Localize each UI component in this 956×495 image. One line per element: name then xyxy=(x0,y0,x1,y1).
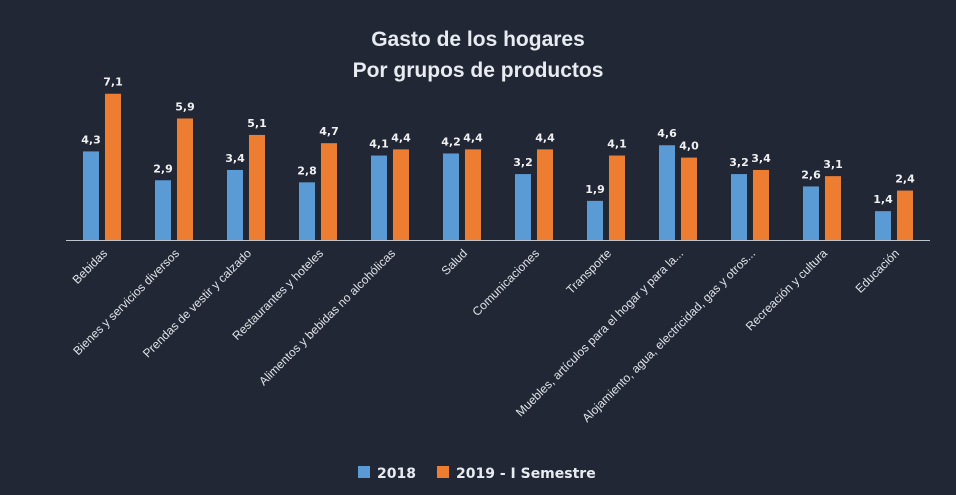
bar-2019-10 xyxy=(825,176,841,240)
category-label-4: Alimentos y bebidas no alcohólicas xyxy=(256,246,398,388)
data-label-2019-11: 2,4 xyxy=(895,173,915,186)
category-label-0: Bebidas xyxy=(70,246,111,287)
data-label-2019-2: 5,1 xyxy=(247,117,267,130)
data-label-2019-1: 5,9 xyxy=(175,100,195,113)
data-label-2018-3: 2,8 xyxy=(297,164,317,177)
bar-2018-7 xyxy=(587,200,603,240)
data-label-2018-4: 4,1 xyxy=(369,138,389,151)
bar-2018-4 xyxy=(371,155,387,240)
bar-2019-9 xyxy=(753,169,769,240)
bar-2018-1 xyxy=(155,180,171,240)
bar-2019-6 xyxy=(537,149,553,240)
data-label-2019-5: 4,4 xyxy=(463,131,483,144)
category-label-5: Salud xyxy=(439,246,471,278)
category-label-8: Muebles, artículos para el hogar y para … xyxy=(513,246,686,419)
bar-2019-1 xyxy=(177,118,193,240)
data-label-2019-7: 4,1 xyxy=(607,138,627,151)
bar-2018-3 xyxy=(299,182,315,240)
bar-2018-10 xyxy=(803,186,819,240)
chart-subtitle: Por grupos de productos xyxy=(353,59,604,82)
data-label-2018-5: 4,2 xyxy=(441,135,461,148)
bar-2019-0 xyxy=(105,93,121,241)
bar-2019-8 xyxy=(681,157,697,240)
data-label-2018-11: 1,4 xyxy=(873,193,893,206)
bar-2019-5 xyxy=(465,149,481,240)
bar-2018-9 xyxy=(731,174,747,240)
data-label-2018-6: 3,2 xyxy=(513,156,533,169)
data-label-2019-4: 4,4 xyxy=(391,131,411,144)
bar-2019-11 xyxy=(897,190,913,240)
data-label-2019-8: 4,0 xyxy=(679,140,699,153)
legend-label-2019: 2019 - I Semestre xyxy=(456,466,596,482)
data-label-2019-3: 4,7 xyxy=(319,125,339,138)
bars-layer: 4,37,12,95,93,45,12,84,74,1 4,4 4,2 4,43,24… xyxy=(81,76,915,241)
legend-label-2018: 2018 xyxy=(377,466,416,482)
category-label-10: Recreación y cultura xyxy=(743,246,830,333)
chart-title: Gasto de los hogares xyxy=(371,28,585,51)
bar-2019-3 xyxy=(321,143,337,240)
bar-2019-2 xyxy=(249,134,265,240)
bar-2018-8 xyxy=(659,145,675,240)
bar-2019-7 xyxy=(609,155,625,240)
data-label-2018-9: 3,2 xyxy=(729,156,749,169)
bar-2018-2 xyxy=(227,169,243,240)
legend-swatch-2018 xyxy=(358,466,370,478)
data-label-2019-10: 3,1 xyxy=(823,158,843,171)
category-label-6: Comunicaciones xyxy=(469,246,542,319)
bar-2018-6 xyxy=(515,174,531,240)
data-label-2019-6: 4,4 xyxy=(535,131,555,144)
data-label-2019-0: 7,1 xyxy=(103,76,123,89)
bar-2018-5 xyxy=(443,153,459,240)
category-label-7: Transporte xyxy=(563,246,614,297)
data-label-2018-7: 1,9 xyxy=(585,183,605,196)
data-label-2018-0: 4,3 xyxy=(81,133,101,146)
legend-swatch-2019 xyxy=(437,466,449,478)
legend: 2018 2019 - I Semestre xyxy=(358,466,596,482)
category-label-11: Educación xyxy=(853,246,903,296)
data-label-2018-10: 2,6 xyxy=(801,168,821,181)
data-label-2018-8: 4,6 xyxy=(657,127,677,140)
bar-2019-4 xyxy=(393,149,409,240)
data-label-2018-1: 2,9 xyxy=(153,162,173,175)
bar-2018-0 xyxy=(83,151,99,240)
bar-2018-11 xyxy=(875,211,891,240)
data-label-2019-9: 3,4 xyxy=(751,152,771,165)
data-label-2018-2: 3,4 xyxy=(225,152,245,165)
